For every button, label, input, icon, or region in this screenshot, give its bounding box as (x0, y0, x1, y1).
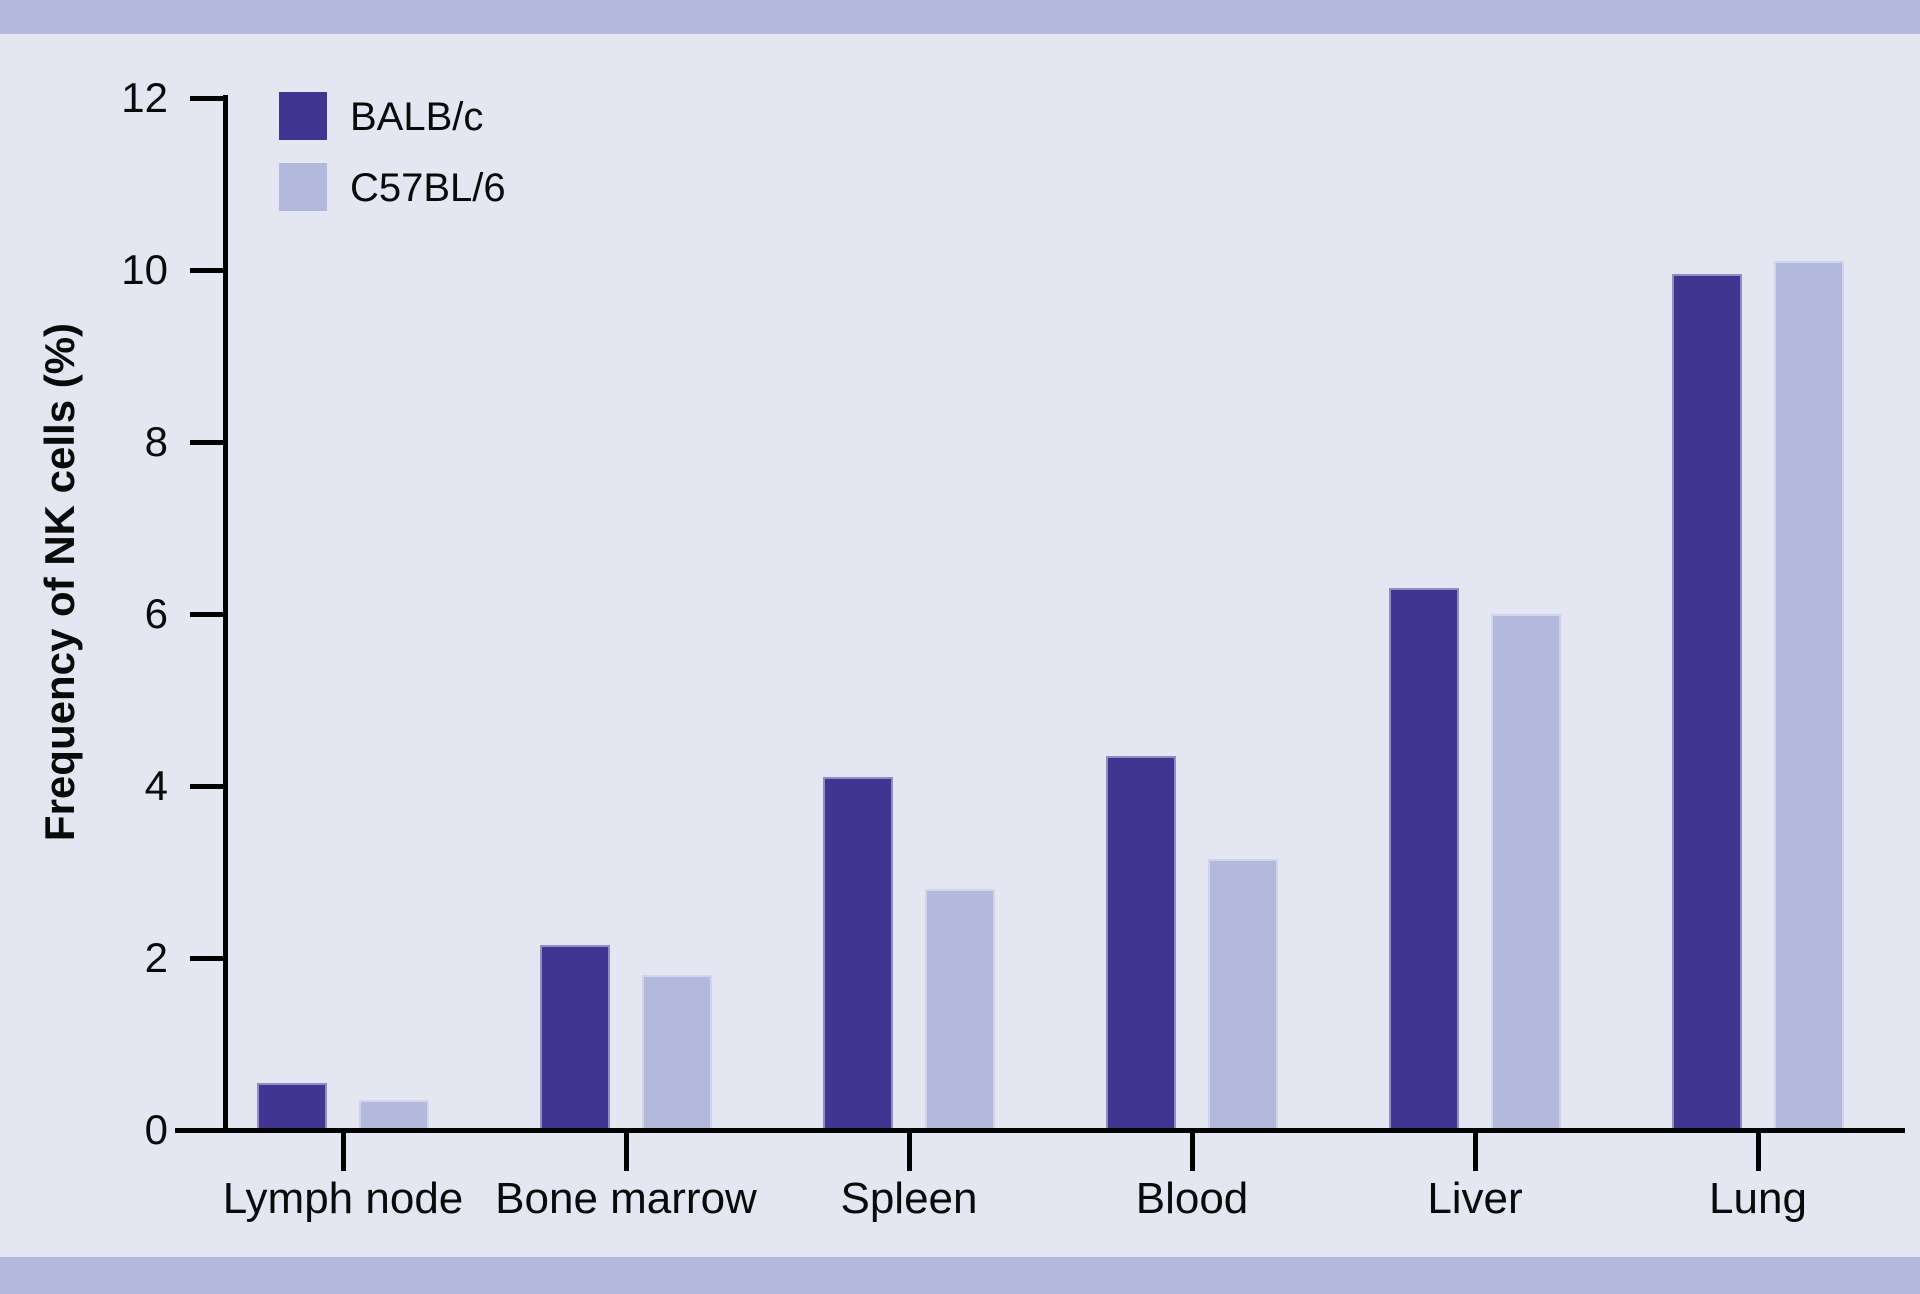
bar-balbc-lung (1672, 274, 1742, 1130)
bar-balbc-blood (1106, 755, 1176, 1130)
x-tick-lymph-node (340, 1133, 346, 1171)
x-label-spleen: Spleen (840, 1174, 978, 1223)
legend-swatch-balbc (279, 92, 327, 140)
bar-balbc-spleen (823, 777, 893, 1130)
bar-balbc-bone-marrow (540, 945, 610, 1130)
bar-balbc-liver (1389, 588, 1459, 1130)
x-tick-lung (1755, 1133, 1761, 1171)
bar-c57bl6-lung (1774, 261, 1844, 1130)
bar-c57bl6-lymph-node (359, 1099, 429, 1130)
y-axis-line (223, 95, 228, 1133)
y-tick-2 (190, 955, 226, 961)
y-tick-12 (190, 95, 226, 101)
x-label-lymph-node: Lymph node (222, 1174, 464, 1223)
bar-c57bl6-liver (1491, 614, 1561, 1130)
legend-label-balbc: BALB/c (350, 95, 484, 139)
y-tick-4 (190, 783, 226, 789)
y-tick-label-12: 12 (121, 74, 168, 121)
x-tick-blood (1189, 1133, 1195, 1171)
x-label-lung: Lung (1709, 1174, 1807, 1223)
bar-c57bl6-bone-marrow (642, 975, 712, 1130)
y-tick-10 (190, 267, 226, 273)
y-axis-title: Frequency of NK cells (%) (36, 322, 83, 842)
y-tick-label-10: 10 (121, 246, 168, 293)
y-tick-6 (190, 611, 226, 617)
bottom-band (0, 1257, 1920, 1294)
bar-c57bl6-blood (1208, 859, 1278, 1130)
y-tick-label-0: 0 (144, 1106, 168, 1153)
bar-balbc-lymph-node (257, 1082, 327, 1130)
x-tick-liver (1472, 1133, 1478, 1171)
y-tick-label-4: 4 (144, 762, 168, 809)
x-label-bone-marrow: Bone marrow (495, 1174, 757, 1223)
legend-label-c57bl6: C57BL/6 (350, 166, 506, 210)
y-tick-label-6: 6 (144, 590, 168, 637)
x-label-liver: Liver (1427, 1174, 1523, 1223)
y-tick-8 (190, 439, 226, 445)
top-band (0, 0, 1920, 34)
bar-chart: Frequency of NK cells (%) 0 2 4 6 8 10 12 Lymp… (0, 34, 1920, 1257)
x-axis-line (175, 1128, 1905, 1133)
x-label-blood: Blood (1135, 1174, 1249, 1223)
legend-swatch-c57bl6 (279, 163, 327, 211)
x-tick-spleen (906, 1133, 912, 1171)
y-tick-label-8: 8 (144, 418, 168, 465)
x-tick-bone-marrow (623, 1133, 629, 1171)
y-tick-label-2: 2 (144, 934, 168, 981)
bar-c57bl6-spleen (925, 889, 995, 1130)
